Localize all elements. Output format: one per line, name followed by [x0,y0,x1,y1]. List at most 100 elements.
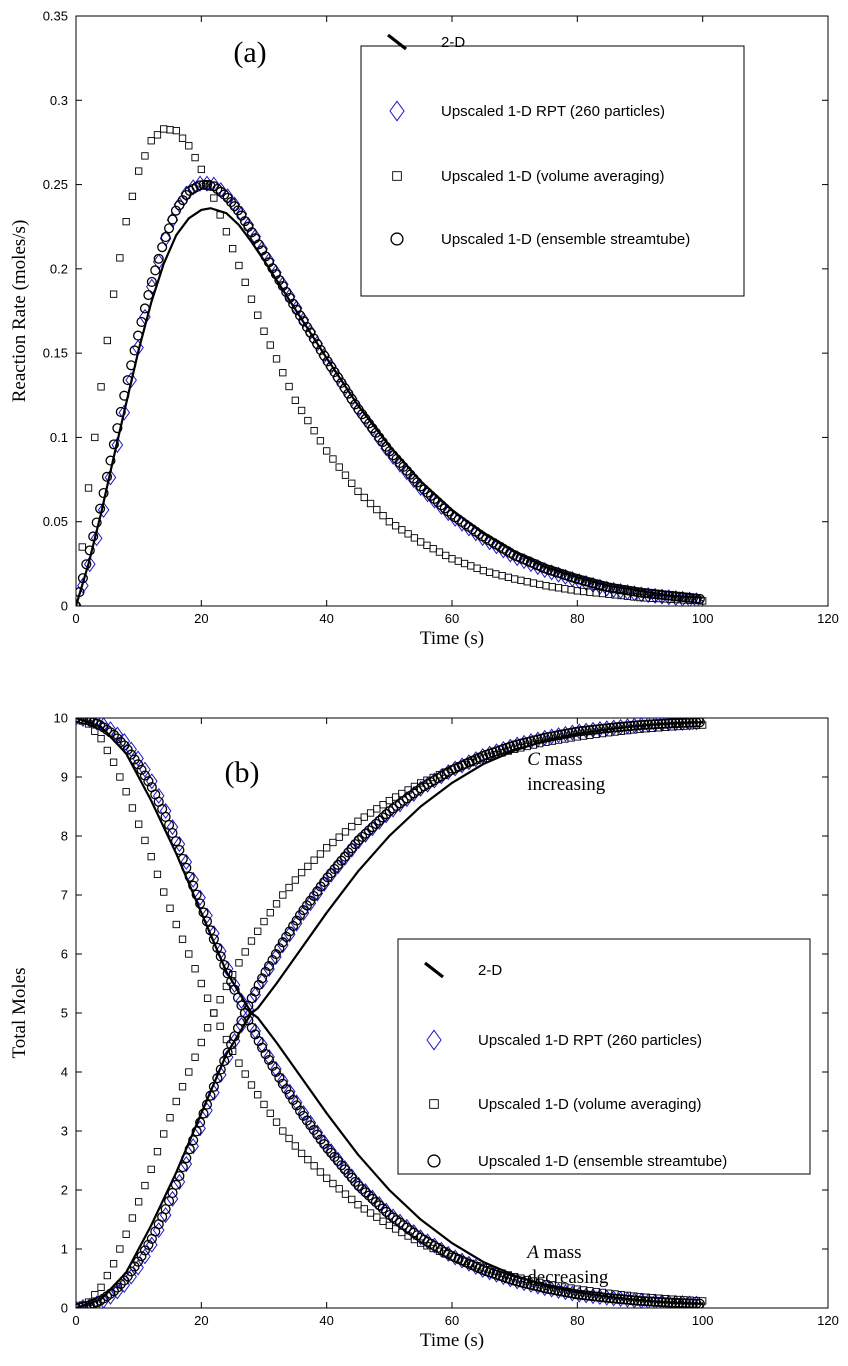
data-point [511,575,519,583]
data-point [164,223,175,234]
data-point [523,578,531,586]
data-point [147,1165,155,1174]
data-point [185,142,193,150]
data-point [367,1193,378,1204]
data-point [164,1196,175,1207]
data-point [363,825,375,836]
data-point [172,920,180,929]
data-point [167,214,178,225]
data-point [203,1024,212,1032]
data-point [208,181,219,192]
y-tick-label: 10 [54,711,68,726]
data-point [197,979,205,988]
data-point [550,1285,561,1296]
data-point [128,192,137,201]
data-point [135,167,143,175]
data-point [288,298,299,309]
data-point [360,813,368,821]
data-point [235,1059,243,1067]
data-point [226,976,237,987]
data-point [153,870,162,879]
x-tick-label: 120 [817,611,839,626]
data-point [281,1084,292,1095]
data-point [379,801,387,809]
data-point [310,427,318,435]
data-point [150,265,161,276]
data-point [297,1149,306,1158]
y-tick-label: 7 [61,888,68,903]
data-point [105,455,116,466]
data-point [250,233,261,244]
data-point [118,732,131,750]
data-point [429,545,437,553]
data-point [270,949,281,960]
data-point [360,1187,371,1198]
data-point [553,730,564,741]
data-point [467,562,475,570]
data-point [329,838,337,847]
data-point [219,189,230,200]
data-point [435,548,444,556]
data-point [111,436,124,454]
data-point [360,1205,368,1213]
data-point [574,1289,585,1300]
data-point [203,994,212,1002]
data-point [288,1094,299,1106]
series-line [76,721,703,1308]
data-point [228,976,241,994]
data-point [370,818,381,829]
data-point [136,764,147,775]
data-point [417,538,425,546]
data-point [529,579,538,587]
data-point [97,501,110,518]
data-point [167,827,178,839]
data-point [294,310,306,321]
data-point [160,125,168,133]
data-point [241,948,249,956]
data-point [274,943,285,954]
data-point [116,254,124,262]
data-point [147,137,155,145]
series-line [76,718,703,1305]
data-point [77,577,89,594]
data-point [166,126,174,134]
data-point [178,1083,187,1091]
data-point [210,1009,218,1017]
data-point [323,1174,331,1182]
data-point [191,965,199,973]
legend-entry-label: Upscaled 1-D (ensemble streamtube) [478,1153,727,1170]
data-point [243,221,254,232]
data-point [116,773,124,781]
data-point [159,230,172,247]
data-point [574,726,585,737]
data-point [157,242,168,253]
data-point [548,583,556,591]
data-point [326,361,337,372]
data-point [132,750,144,767]
data-point [177,195,188,206]
data-point [174,200,185,211]
data-point [335,833,343,841]
data-point [108,439,119,450]
data-point [332,372,343,383]
y-tick-label: 5 [61,1006,68,1021]
data-point [379,1217,387,1225]
data-point [249,228,262,245]
legend-entry-label: Upscaled 1-D RPT (260 particles) [441,103,665,120]
data-point [109,290,118,298]
data-point [97,383,105,391]
data-point [210,194,218,202]
legend: 2-D Upscaled 1-D RPT (260 particles) Upsca… [397,938,811,1175]
y-axis-label: Total Moles [9,967,30,1058]
data-point [504,573,513,581]
data-point [348,822,356,831]
data-point [249,986,262,1003]
data-point [373,505,381,514]
data-point [97,1292,110,1308]
x-tick-label: 100 [692,1313,714,1328]
data-point [109,758,118,766]
data-point [335,1185,343,1193]
legend-box [360,45,745,297]
data-point [556,1286,568,1297]
